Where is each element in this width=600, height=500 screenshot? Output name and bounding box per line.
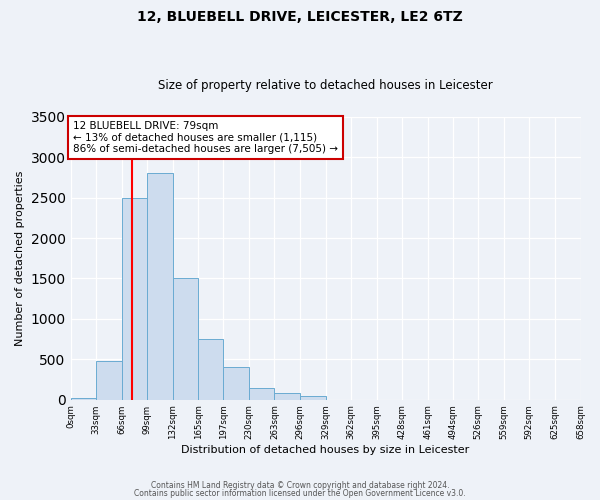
- Text: 12 BLUEBELL DRIVE: 79sqm
← 13% of detached houses are smaller (1,115)
86% of sem: 12 BLUEBELL DRIVE: 79sqm ← 13% of detach…: [73, 121, 338, 154]
- Bar: [249, 388, 274, 400]
- Text: 12, BLUEBELL DRIVE, LEICESTER, LE2 6TZ: 12, BLUEBELL DRIVE, LEICESTER, LE2 6TZ: [137, 10, 463, 24]
- Bar: [71, 398, 96, 400]
- X-axis label: Distribution of detached houses by size in Leicester: Distribution of detached houses by size …: [181, 445, 470, 455]
- Bar: [147, 174, 173, 400]
- Bar: [96, 361, 122, 400]
- Bar: [274, 393, 300, 400]
- Text: Contains public sector information licensed under the Open Government Licence v3: Contains public sector information licen…: [134, 488, 466, 498]
- Y-axis label: Number of detached properties: Number of detached properties: [15, 170, 25, 346]
- Bar: [300, 396, 326, 400]
- Bar: [122, 198, 147, 400]
- Text: Contains HM Land Registry data © Crown copyright and database right 2024.: Contains HM Land Registry data © Crown c…: [151, 481, 449, 490]
- Bar: [223, 368, 249, 400]
- Title: Size of property relative to detached houses in Leicester: Size of property relative to detached ho…: [158, 79, 493, 92]
- Bar: [173, 278, 199, 400]
- Bar: [199, 339, 223, 400]
